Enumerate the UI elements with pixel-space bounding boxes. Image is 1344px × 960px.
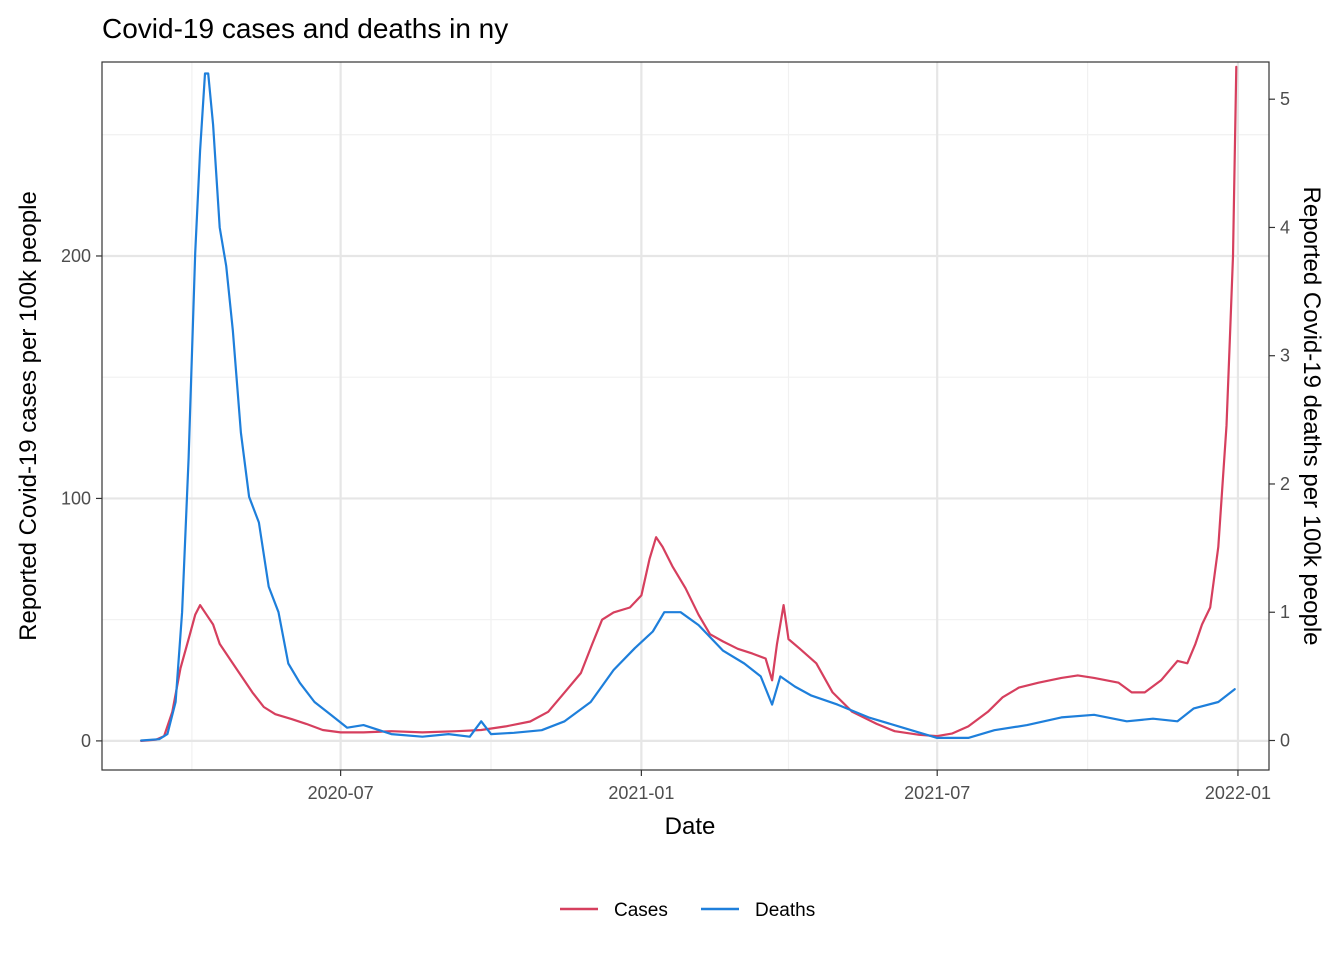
series-line-cases bbox=[140, 65, 1238, 742]
y-left-tick-label: 100 bbox=[61, 488, 91, 508]
y-axis-left-title: Reported Covid-19 cases per 100k people bbox=[15, 191, 42, 641]
x-tick-label: 2022-01 bbox=[1205, 783, 1271, 803]
x-tick-label: 2020-07 bbox=[308, 783, 374, 803]
chart-title: Covid-19 cases and deaths in ny bbox=[102, 13, 508, 44]
y-right-tick-label: 4 bbox=[1280, 217, 1290, 237]
grid-lines bbox=[102, 62, 1269, 770]
y-right-tick-label: 5 bbox=[1280, 89, 1290, 109]
legend: Cases Deaths bbox=[560, 900, 815, 921]
legend-label-deaths: Deaths bbox=[755, 900, 815, 921]
legend-label-cases: Cases bbox=[614, 900, 668, 921]
y-right-tick-label: 1 bbox=[1280, 602, 1290, 622]
series-line-deaths bbox=[140, 72, 1236, 742]
x-tick-label: 2021-07 bbox=[904, 783, 970, 803]
y-right-tick-label: 2 bbox=[1280, 474, 1290, 494]
y-left-tick-label: 0 bbox=[81, 731, 91, 751]
y-right-tick-label: 3 bbox=[1280, 346, 1290, 366]
series-layer bbox=[140, 65, 1238, 742]
axis-ticks: 0 100 200 2020-07 2021-01 2021-07 2022-01 0 1 2 3 4… bbox=[61, 89, 1290, 803]
y-right-tick-label: 0 bbox=[1280, 731, 1290, 751]
x-axis-title: Date bbox=[665, 813, 716, 840]
y-left-tick-label: 200 bbox=[61, 246, 91, 266]
y-axis-right-title: Reported Covid-19 deaths per 100k people bbox=[1298, 187, 1325, 646]
x-tick-label: 2021-01 bbox=[608, 783, 674, 803]
plot-panel-border bbox=[101, 61, 1270, 771]
